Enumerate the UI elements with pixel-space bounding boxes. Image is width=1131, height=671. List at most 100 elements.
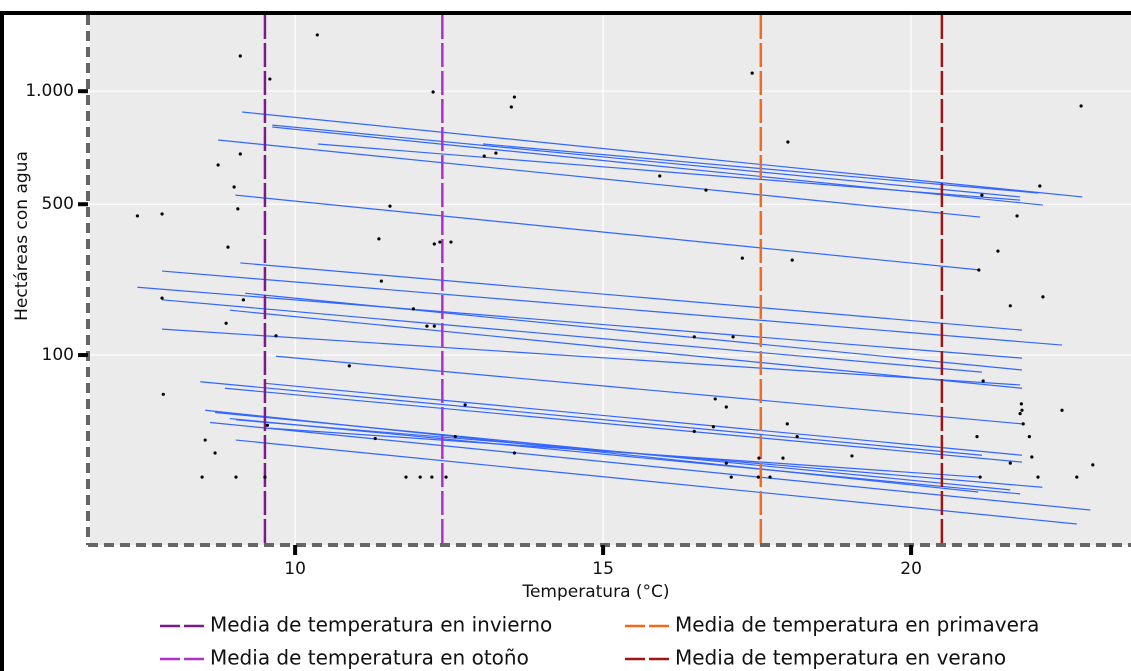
fit-lines xyxy=(137,111,1091,525)
point xyxy=(724,461,728,465)
fit-line xyxy=(275,355,1023,425)
point xyxy=(512,95,517,99)
fit-line xyxy=(269,427,979,478)
point xyxy=(1021,422,1025,426)
point xyxy=(975,434,979,439)
legend-label: Media de temperatura en primavera xyxy=(675,613,1039,637)
fit-line xyxy=(272,124,1021,198)
point xyxy=(418,475,422,479)
point xyxy=(224,321,228,325)
point xyxy=(1027,434,1031,439)
fit-line xyxy=(210,421,1091,511)
point xyxy=(200,475,204,479)
point xyxy=(757,456,761,460)
plot-panel xyxy=(90,15,1131,545)
point xyxy=(768,475,772,479)
grid xyxy=(90,15,1131,545)
point xyxy=(213,451,217,455)
fit-line xyxy=(162,270,1063,346)
point xyxy=(781,456,785,460)
fit-line xyxy=(235,439,1077,525)
legend-label: Media de temperatura en verano xyxy=(675,646,1006,670)
point xyxy=(1008,304,1012,308)
point xyxy=(711,425,715,429)
fit-line xyxy=(229,309,1023,389)
point xyxy=(1019,402,1023,406)
point xyxy=(449,240,453,244)
point xyxy=(977,268,981,272)
fit-line xyxy=(264,382,1023,456)
point xyxy=(373,436,377,441)
point xyxy=(795,434,799,439)
legend-label: Media de temperatura en otoño xyxy=(210,646,529,670)
fit-line xyxy=(235,194,981,271)
fit-line xyxy=(242,111,1083,198)
point xyxy=(790,258,794,262)
point xyxy=(731,335,735,339)
point xyxy=(1018,412,1022,416)
point xyxy=(404,475,408,479)
point xyxy=(238,152,242,156)
point xyxy=(234,475,238,479)
point xyxy=(241,298,245,302)
point xyxy=(509,105,513,109)
point xyxy=(161,392,165,396)
point xyxy=(274,334,278,338)
point xyxy=(740,256,744,260)
point xyxy=(750,71,754,75)
point xyxy=(425,324,429,328)
point xyxy=(216,163,220,167)
point xyxy=(1038,184,1042,188)
fit-line xyxy=(245,292,1023,371)
point xyxy=(482,154,486,158)
point xyxy=(996,249,1000,253)
point xyxy=(1030,455,1034,459)
point xyxy=(1008,461,1012,465)
fit-line xyxy=(218,139,981,218)
point xyxy=(1079,104,1083,108)
point xyxy=(379,279,383,283)
y-tick-label: 1.000 xyxy=(25,81,74,101)
point xyxy=(411,307,415,311)
y-axis-title: Hectáreas con agua xyxy=(12,151,32,321)
point xyxy=(453,434,457,439)
point xyxy=(850,454,854,458)
point xyxy=(1015,214,1019,218)
point xyxy=(729,475,733,479)
x-tick-label: 15 xyxy=(592,559,614,579)
point xyxy=(1020,408,1024,412)
point xyxy=(1091,463,1095,467)
point xyxy=(692,335,696,339)
point xyxy=(432,242,436,246)
point xyxy=(724,405,728,409)
y-tick-label: 100 xyxy=(42,345,74,365)
point xyxy=(431,90,435,94)
x-tick-label: 10 xyxy=(284,559,306,579)
point xyxy=(315,33,319,37)
point xyxy=(388,204,392,208)
point xyxy=(1060,408,1064,412)
point xyxy=(494,151,498,155)
point xyxy=(238,54,242,58)
point xyxy=(463,403,467,407)
point xyxy=(236,207,240,211)
axes: 10 15 20 100 500 1.000 xyxy=(25,81,922,579)
point xyxy=(347,364,351,368)
point xyxy=(713,397,717,401)
point xyxy=(1041,295,1045,299)
point xyxy=(232,185,236,189)
fit-line xyxy=(162,299,982,373)
point xyxy=(704,188,708,192)
point xyxy=(512,451,517,455)
point xyxy=(430,475,434,479)
point xyxy=(263,475,267,479)
fit-line xyxy=(240,262,1023,331)
point xyxy=(377,237,381,241)
x-axis-title: Temperatura (°C) xyxy=(521,582,669,602)
point xyxy=(160,212,164,216)
point xyxy=(980,193,984,197)
fit-line xyxy=(162,328,1021,386)
point xyxy=(1075,475,1079,479)
point xyxy=(203,438,207,442)
point xyxy=(756,475,760,479)
